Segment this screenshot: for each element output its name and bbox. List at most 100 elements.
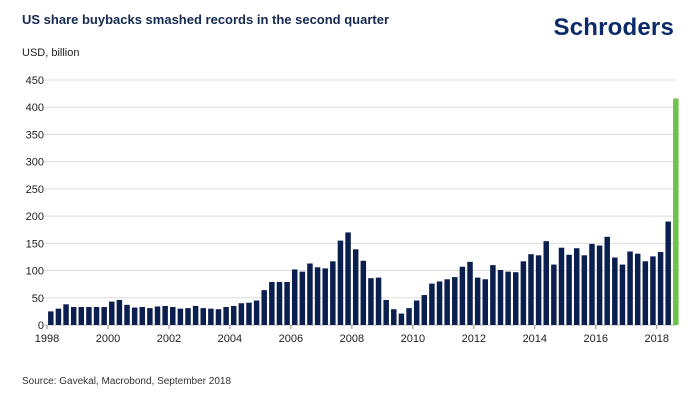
bar [406,308,412,325]
bar [162,305,168,325]
y-tick-label: 100 [26,266,44,278]
bar [619,264,626,325]
bars [48,98,679,325]
bar [299,271,306,325]
bar [269,281,275,325]
y-tick-label: 50 [32,293,44,305]
y-tick-label: 450 [26,75,44,87]
bar [520,261,527,325]
y-axis-unit-label: USD, billion [22,47,80,59]
y-tick-label: 0 [38,320,44,332]
bar [322,268,328,325]
gridlines [44,79,676,326]
bar [657,252,664,325]
bar [261,290,267,325]
bar [551,264,557,325]
bar [642,261,649,325]
bar [535,255,542,325]
bar [307,263,313,325]
bar [612,257,618,325]
bar [505,271,511,325]
bar [185,308,191,325]
bar [474,277,481,325]
bar [223,307,229,325]
bar [124,304,130,325]
x-tick-label: 2004 [218,333,242,345]
y-tick-label: 400 [26,102,44,114]
x-tick-label: 2000 [96,333,120,345]
bar [528,254,534,325]
bar [284,281,290,325]
x-tick-label: 2008 [340,333,364,345]
bar [215,309,222,325]
bar [116,299,123,325]
bar [368,278,374,325]
bar [147,308,153,325]
bar [467,261,473,325]
x-tick-label: 2010 [401,333,425,345]
bar [436,281,443,325]
bar [131,307,138,325]
bar [139,307,146,325]
bar [276,281,283,325]
bar [360,260,367,325]
bar [497,270,504,325]
bar [581,255,588,325]
bar [589,243,595,325]
bar [208,308,214,325]
x-tick-label: 2014 [523,333,547,345]
bar [459,266,466,325]
x-axis: 1998 2000 2002 2004 2006 2008 2010 2012 2014 2016… [35,325,669,345]
y-tick-label: 200 [26,211,44,223]
bar [246,302,252,325]
bar [543,241,549,325]
chart-title: US share buybacks smashed records in the… [22,12,390,27]
bar [170,307,176,325]
bar [63,304,69,325]
bar [345,232,351,325]
bar [352,249,359,325]
bar [452,277,458,325]
bar [482,279,489,325]
x-tick-label: 2012 [462,333,486,345]
x-tick-label: 2002 [157,333,181,345]
bar [109,301,115,325]
bar [101,307,107,325]
bar [253,300,260,325]
brand-logo: Schroders [553,14,674,41]
bar [177,308,184,325]
bar [86,307,92,325]
y-tick-label: 250 [26,184,44,196]
bar [566,254,572,325]
bar [78,307,85,325]
bar-highlight [673,98,679,325]
y-tick-label: 350 [26,129,44,141]
bar [596,245,603,325]
bar [398,313,405,325]
bar [230,305,237,325]
bar [48,311,54,325]
bar [444,279,450,325]
bar [650,256,656,325]
bar [665,221,671,325]
bar [490,265,496,325]
bar [200,308,206,325]
bar [330,261,336,325]
bar [604,236,610,325]
bar [413,300,420,325]
bar [154,306,161,325]
bar [421,295,428,325]
bar [93,307,100,325]
bar [238,303,245,325]
x-tick-label: 1998 [35,333,59,345]
x-tick-label: 2006 [279,333,303,345]
bar [192,305,199,325]
bar [558,247,565,325]
bar [337,240,344,325]
bar [627,251,633,325]
bar [70,307,77,325]
x-tick-label: 2016 [584,333,608,345]
bar [573,248,580,325]
bar [513,272,519,325]
